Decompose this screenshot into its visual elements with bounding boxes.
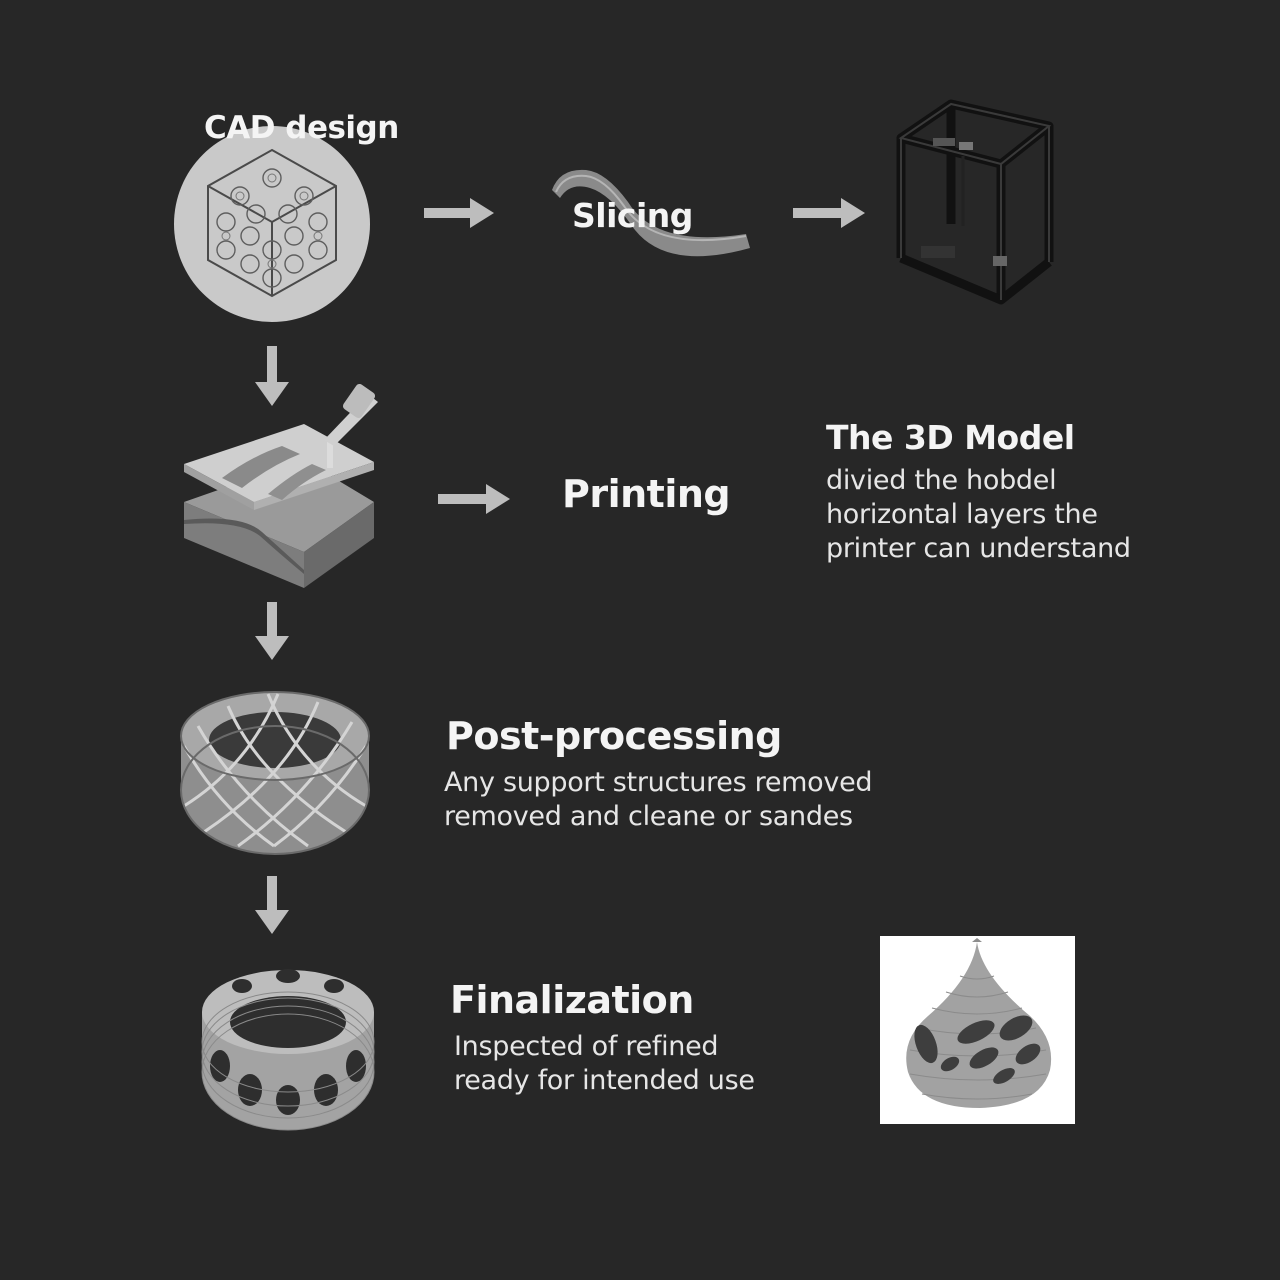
post-processing-title: Post-processing	[446, 714, 782, 758]
final-product-image	[880, 936, 1075, 1124]
woven-ring-icon	[180, 691, 370, 855]
cad-step	[172, 118, 374, 324]
model-desc-line-3: printer can understand	[826, 533, 1131, 564]
arrow-right-icon	[793, 198, 865, 228]
printer-step	[893, 96, 1055, 308]
arrow-down-2	[255, 602, 289, 662]
3d-printer-icon	[896, 99, 1054, 305]
arrow-down-1	[255, 346, 289, 408]
bent-strip-icon	[552, 169, 750, 257]
lattice-cube-icon	[174, 126, 370, 322]
model-desc-line-2: horizontal layers the	[826, 499, 1098, 530]
arrow-right-icon	[424, 198, 494, 228]
arrow-cad-to-slicing	[424, 198, 496, 228]
printing-title: Printing	[562, 472, 731, 516]
final-desc-line-1: Inspected of refined	[454, 1031, 719, 1062]
model-desc-line-1: divied the hobdel	[826, 464, 1057, 498]
arrow-right-icon	[438, 484, 510, 514]
post-desc-line-2: removed and cleane or sandes	[444, 801, 853, 832]
model-desc-line-1-b: del	[1015, 465, 1057, 496]
post-desc-line-1: Any support structures removed	[444, 767, 873, 798]
perforated-ring-icon	[201, 969, 375, 1131]
printing-step	[182, 383, 384, 588]
arrow-to-printing	[438, 484, 512, 514]
arrow-down-icon	[255, 346, 289, 406]
arrow-down-3	[255, 876, 289, 936]
perforated-teardrop-icon	[906, 938, 1052, 1108]
extruder-layers-icon	[184, 383, 378, 588]
arrow-slicing-to-printer	[793, 198, 867, 228]
slicing-step	[546, 162, 754, 280]
slicing-title: Slicing	[572, 196, 693, 235]
model-title: The 3D Model	[826, 418, 1075, 457]
cad-design-title: CAD design	[204, 110, 399, 146]
model-desc-line-1-a: divied the hob	[826, 465, 1016, 496]
arrow-down-icon	[255, 602, 289, 660]
post-step	[178, 686, 372, 858]
final-desc-line-2: ready for intended use	[454, 1065, 755, 1096]
finalization-title: Finalization	[450, 978, 694, 1022]
final-step	[198, 962, 378, 1134]
arrow-down-icon	[255, 876, 289, 934]
